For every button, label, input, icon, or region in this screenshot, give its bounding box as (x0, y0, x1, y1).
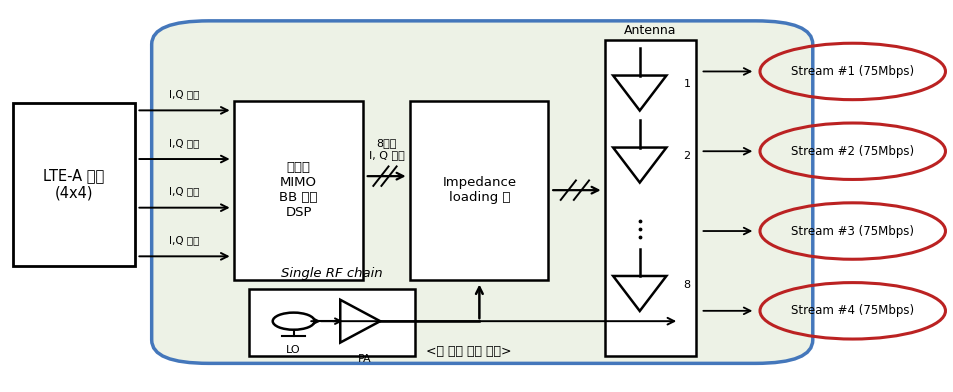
Text: 1: 1 (682, 79, 690, 89)
Text: 8: 8 (682, 280, 690, 290)
Text: Single RF chain: Single RF chain (281, 267, 382, 280)
Text: I,Q 신호: I,Q 신호 (169, 89, 199, 99)
Text: Impedance
loading 칩: Impedance loading 칩 (442, 176, 516, 204)
Text: 8개의
I, Q 신호: 8개의 I, Q 신호 (369, 138, 404, 160)
FancyBboxPatch shape (152, 21, 812, 363)
Text: I,Q 신호: I,Q 신호 (169, 235, 199, 245)
Text: Stream #4 (75Mbps): Stream #4 (75Mbps) (790, 304, 913, 317)
Text: Stream #1 (75Mbps): Stream #1 (75Mbps) (790, 65, 913, 78)
Polygon shape (613, 76, 666, 111)
Text: 2: 2 (682, 151, 690, 161)
Text: I,Q 신호: I,Q 신호 (169, 138, 199, 148)
Text: Stream #2 (75Mbps): Stream #2 (75Mbps) (790, 145, 913, 158)
Text: PA: PA (357, 354, 372, 364)
FancyBboxPatch shape (410, 101, 548, 279)
Text: LO: LO (286, 345, 300, 355)
Polygon shape (613, 147, 666, 183)
Text: 빔공간
MIMO
BB 지원
DSP: 빔공간 MIMO BB 지원 DSP (279, 161, 317, 219)
FancyBboxPatch shape (249, 289, 415, 356)
Polygon shape (613, 276, 666, 311)
Text: I,Q 신호: I,Q 신호 (169, 186, 199, 196)
FancyBboxPatch shape (12, 103, 134, 266)
Polygon shape (340, 300, 380, 343)
Text: <본 과제 개발 범위>: <본 과제 개발 범위> (426, 345, 511, 358)
Text: LTE-A 모뎀
(4x4): LTE-A 모뎀 (4x4) (43, 168, 104, 201)
FancyBboxPatch shape (234, 101, 362, 279)
Text: Antenna: Antenna (623, 24, 676, 37)
FancyBboxPatch shape (605, 40, 695, 356)
Text: Stream #3 (75Mbps): Stream #3 (75Mbps) (790, 225, 913, 238)
